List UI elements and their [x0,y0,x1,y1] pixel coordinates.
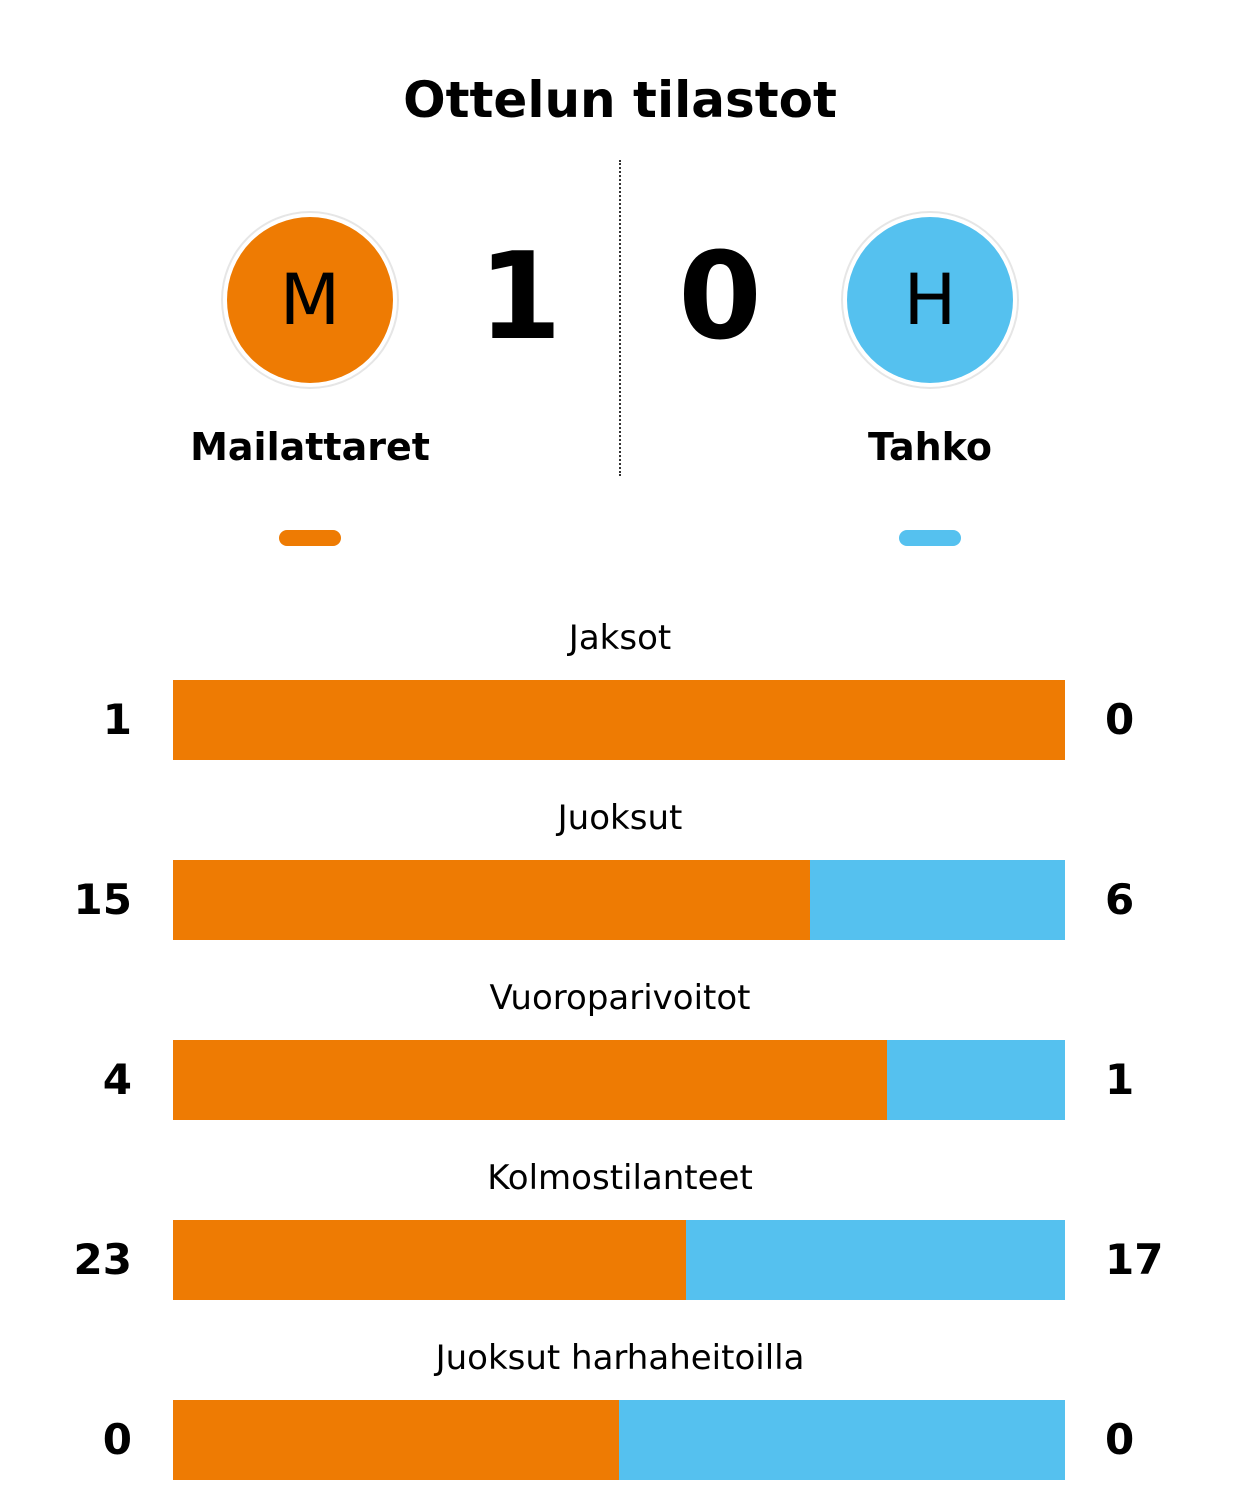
away-bar-segment [685,1220,1065,1300]
stat-label: Juoksut [557,798,683,838]
stat-bar [173,1040,1065,1120]
home-team-name: Mailattaret [190,425,430,469]
stat-label: Vuoroparivoitot [489,978,751,1018]
home-team-initial: M [279,259,341,341]
stat-label: Kolmostilanteet [487,1158,753,1198]
away-bar-segment [619,1400,1065,1480]
away-team-initial: H [903,259,957,341]
away-stat-value: 17 [1105,1235,1164,1284]
home-stat-value: 23 [73,1235,132,1284]
stat-bar [173,860,1065,940]
page-title: Ottelun tilastot [403,71,837,129]
home-stat-value: 4 [102,1055,132,1104]
away-stat-value: 0 [1105,695,1135,744]
stat-label: Juoksut harhaheitoilla [435,1338,805,1378]
home-bar-segment [173,1400,619,1480]
stat-label: Jaksot [568,618,672,658]
stat-bar [173,1220,1065,1300]
away-stat-value: 1 [1105,1055,1135,1104]
home-bar-segment [173,680,1065,760]
away-score: 0 [678,228,762,367]
away-color-indicator [899,530,961,546]
away-team-logo: H [847,217,1013,383]
away-stat-value: 0 [1105,1415,1135,1464]
away-bar-segment [886,1040,1065,1120]
stat-bar [173,680,1065,760]
home-stat-value: 0 [102,1415,132,1464]
home-bar-segment [173,1220,686,1300]
home-team-logo: M [227,217,393,383]
home-stat-value: 15 [73,875,132,924]
score-divider [619,160,621,476]
home-bar-segment [173,860,811,940]
away-stat-value: 6 [1105,875,1135,924]
away-bar-segment [810,860,1065,940]
home-score: 1 [478,228,562,367]
home-stat-value: 1 [102,695,132,744]
away-team-name: Tahko [867,425,993,469]
home-bar-segment [173,1040,887,1120]
stat-bar [173,1400,1065,1480]
home-color-indicator [279,530,341,546]
